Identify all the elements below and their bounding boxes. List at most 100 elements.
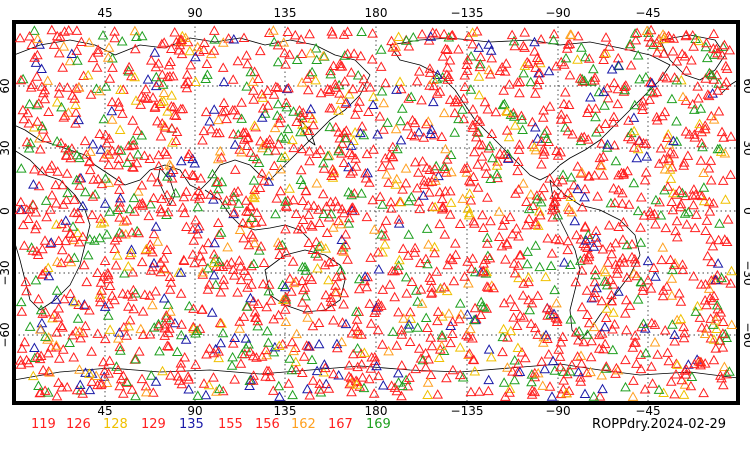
observation-marker <box>320 378 332 389</box>
observation-marker <box>137 329 149 339</box>
observation-marker <box>166 100 177 111</box>
observation-marker <box>46 24 58 35</box>
observation-marker <box>467 122 479 132</box>
observation-marker <box>434 86 446 96</box>
observation-marker <box>29 52 40 62</box>
observation-marker <box>597 383 608 394</box>
observation-marker <box>91 62 103 72</box>
observation-marker <box>336 270 347 280</box>
observation-marker <box>248 94 260 104</box>
observation-marker <box>705 68 717 79</box>
observation-marker <box>587 63 599 74</box>
observation-marker <box>700 225 711 235</box>
observation-marker <box>168 101 180 112</box>
observation-marker <box>342 48 353 58</box>
observation-marker <box>540 271 552 282</box>
observation-marker <box>65 288 76 298</box>
observation-marker <box>659 324 671 335</box>
observation-marker <box>681 65 692 75</box>
observation-marker <box>65 152 77 163</box>
observation-marker <box>459 163 471 173</box>
observation-marker <box>202 237 214 248</box>
legend-entry: 128 <box>103 417 128 432</box>
observation-marker <box>62 82 73 92</box>
observation-marker <box>429 241 440 252</box>
observation-marker <box>576 358 587 368</box>
observation-marker <box>669 335 681 346</box>
observation-marker <box>573 366 584 377</box>
observation-marker <box>708 197 719 208</box>
observation-marker <box>214 127 225 138</box>
observation-marker <box>247 375 259 385</box>
observation-marker <box>42 347 54 358</box>
observation-marker <box>187 169 198 180</box>
observation-marker <box>229 139 241 149</box>
observation-marker <box>99 333 111 344</box>
observation-marker <box>197 266 209 277</box>
observation-marker <box>55 320 67 330</box>
observation-marker <box>577 76 588 86</box>
observation-marker <box>581 285 593 295</box>
observation-marker <box>628 375 639 385</box>
observation-marker <box>397 380 408 391</box>
observation-marker <box>132 125 144 135</box>
observation-marker <box>594 152 606 163</box>
observation-marker <box>600 361 612 371</box>
observation-marker <box>245 292 256 303</box>
observation-marker <box>438 28 450 39</box>
observation-marker <box>453 43 464 54</box>
observation-marker <box>69 93 81 103</box>
observation-marker <box>465 50 477 61</box>
observation-marker <box>124 151 136 162</box>
observation-marker <box>49 309 60 319</box>
observation-marker <box>181 221 192 231</box>
observation-marker <box>359 347 370 357</box>
observation-marker <box>315 87 327 98</box>
observation-marker <box>136 30 148 41</box>
observation-marker <box>296 48 308 58</box>
observation-marker <box>256 168 268 178</box>
observation-marker <box>113 144 124 154</box>
observation-marker <box>57 62 69 72</box>
observation-marker <box>272 56 284 67</box>
observation-marker <box>314 144 326 155</box>
observation-marker <box>298 351 310 361</box>
observation-marker <box>280 196 291 206</box>
observation-marker <box>689 358 700 369</box>
observation-marker <box>261 365 273 375</box>
observation-marker <box>562 235 574 246</box>
observation-marker <box>578 336 590 347</box>
observation-marker <box>167 137 178 147</box>
observation-marker <box>364 177 375 187</box>
observation-marker <box>323 150 335 160</box>
observation-marker <box>440 43 451 54</box>
observation-marker <box>513 272 524 283</box>
observation-marker <box>461 59 473 69</box>
observation-marker <box>471 25 483 36</box>
observation-marker <box>128 162 139 172</box>
observation-marker <box>465 386 477 397</box>
observation-marker <box>536 158 547 169</box>
observation-marker <box>245 147 257 157</box>
observation-marker <box>500 254 511 264</box>
observation-marker <box>610 237 622 248</box>
observation-marker <box>600 47 612 58</box>
observation-marker <box>102 310 114 320</box>
observation-marker <box>712 258 724 268</box>
observation-marker <box>327 163 339 174</box>
observation-marker <box>226 195 238 206</box>
observation-marker <box>710 314 721 325</box>
observation-marker <box>54 31 66 41</box>
observation-marker <box>392 367 404 378</box>
observation-marker <box>194 46 205 56</box>
observation-marker <box>564 38 576 49</box>
observation-marker <box>299 282 311 292</box>
observation-marker <box>372 324 384 335</box>
observation-marker <box>205 48 217 59</box>
observation-marker <box>474 138 485 149</box>
observation-marker <box>36 81 48 91</box>
observation-marker <box>682 150 694 160</box>
observation-marker <box>51 390 63 401</box>
observation-marker <box>190 359 202 369</box>
observation-marker <box>431 88 443 98</box>
